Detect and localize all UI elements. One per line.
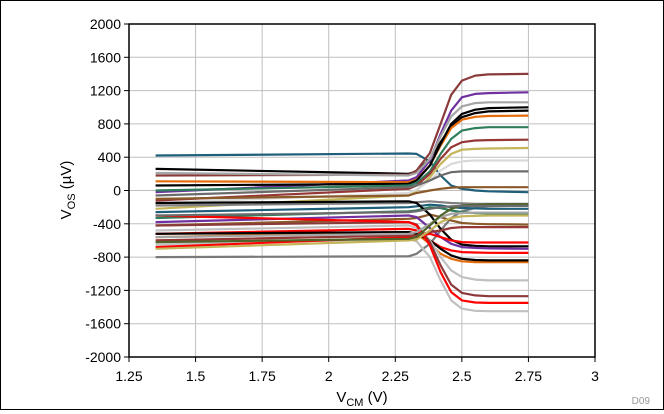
x-tick-labels: 1.25 1.5 1.75 2 2.25 2.5 2.75 3: [115, 368, 599, 384]
x-tick-label: 2.75: [515, 368, 542, 384]
series-line-21: [155, 227, 529, 254]
series-line-18: [155, 213, 529, 227]
y-tick-label: 0: [113, 183, 121, 199]
y-tick-label: -1200: [85, 282, 121, 298]
y-tick-label: -2000: [85, 349, 121, 365]
series-line-30: [155, 214, 529, 250]
series-line-11: [155, 146, 529, 210]
series-line-32: [155, 203, 529, 244]
series-line-20: [155, 214, 529, 250]
series-line-5: [155, 91, 529, 194]
series-line-6: [155, 101, 529, 177]
series-line-31: [155, 211, 529, 239]
x-tick-label: 2.25: [382, 368, 409, 384]
x-tick-label: 3: [591, 368, 599, 384]
y-tick-label: 1600: [90, 49, 121, 65]
figure-code-label: D09: [632, 396, 651, 407]
x-tick-label: 1.25: [115, 368, 142, 384]
series-line-33: [155, 204, 529, 217]
series-line-1: [155, 152, 529, 194]
x-axis-title: VCM (V): [336, 389, 387, 409]
y-tick-labels: 2000 1600 1200 800 400 0 -400 -800 -1200 -1600 -20…: [85, 16, 121, 365]
y-tick-label: -1600: [85, 316, 121, 332]
y-tick-label: -400: [93, 216, 121, 232]
series-line-14: [155, 186, 529, 200]
series-line-9: [155, 126, 529, 192]
series-line-4: [155, 72, 529, 177]
series-line-2: [155, 204, 529, 259]
series-line-7: [155, 114, 529, 184]
x-tick-label: 1.5: [186, 368, 206, 384]
y-tick-label: 800: [98, 116, 122, 132]
series-line-8: [155, 106, 529, 187]
x-tick-label: 1.75: [249, 368, 276, 384]
axes: [124, 23, 596, 362]
series-line-26: [155, 214, 529, 304]
series-line-19: [155, 200, 529, 248]
x-tick-label: 2.5: [452, 368, 472, 384]
y-tick-label: 400: [98, 149, 122, 165]
y-axis-title: VOS (µV): [58, 161, 78, 220]
y-tick-label: 2000: [90, 16, 121, 32]
y-tick-label: 1200: [90, 83, 121, 99]
y-tick-label: -800: [93, 249, 121, 265]
data-series: [155, 72, 529, 313]
series-line-12: [155, 159, 529, 205]
x-tick-label: 2: [325, 368, 333, 384]
series-line-29: [155, 226, 529, 242]
series-line-13: [155, 170, 529, 197]
series-line-24: [155, 224, 529, 282]
